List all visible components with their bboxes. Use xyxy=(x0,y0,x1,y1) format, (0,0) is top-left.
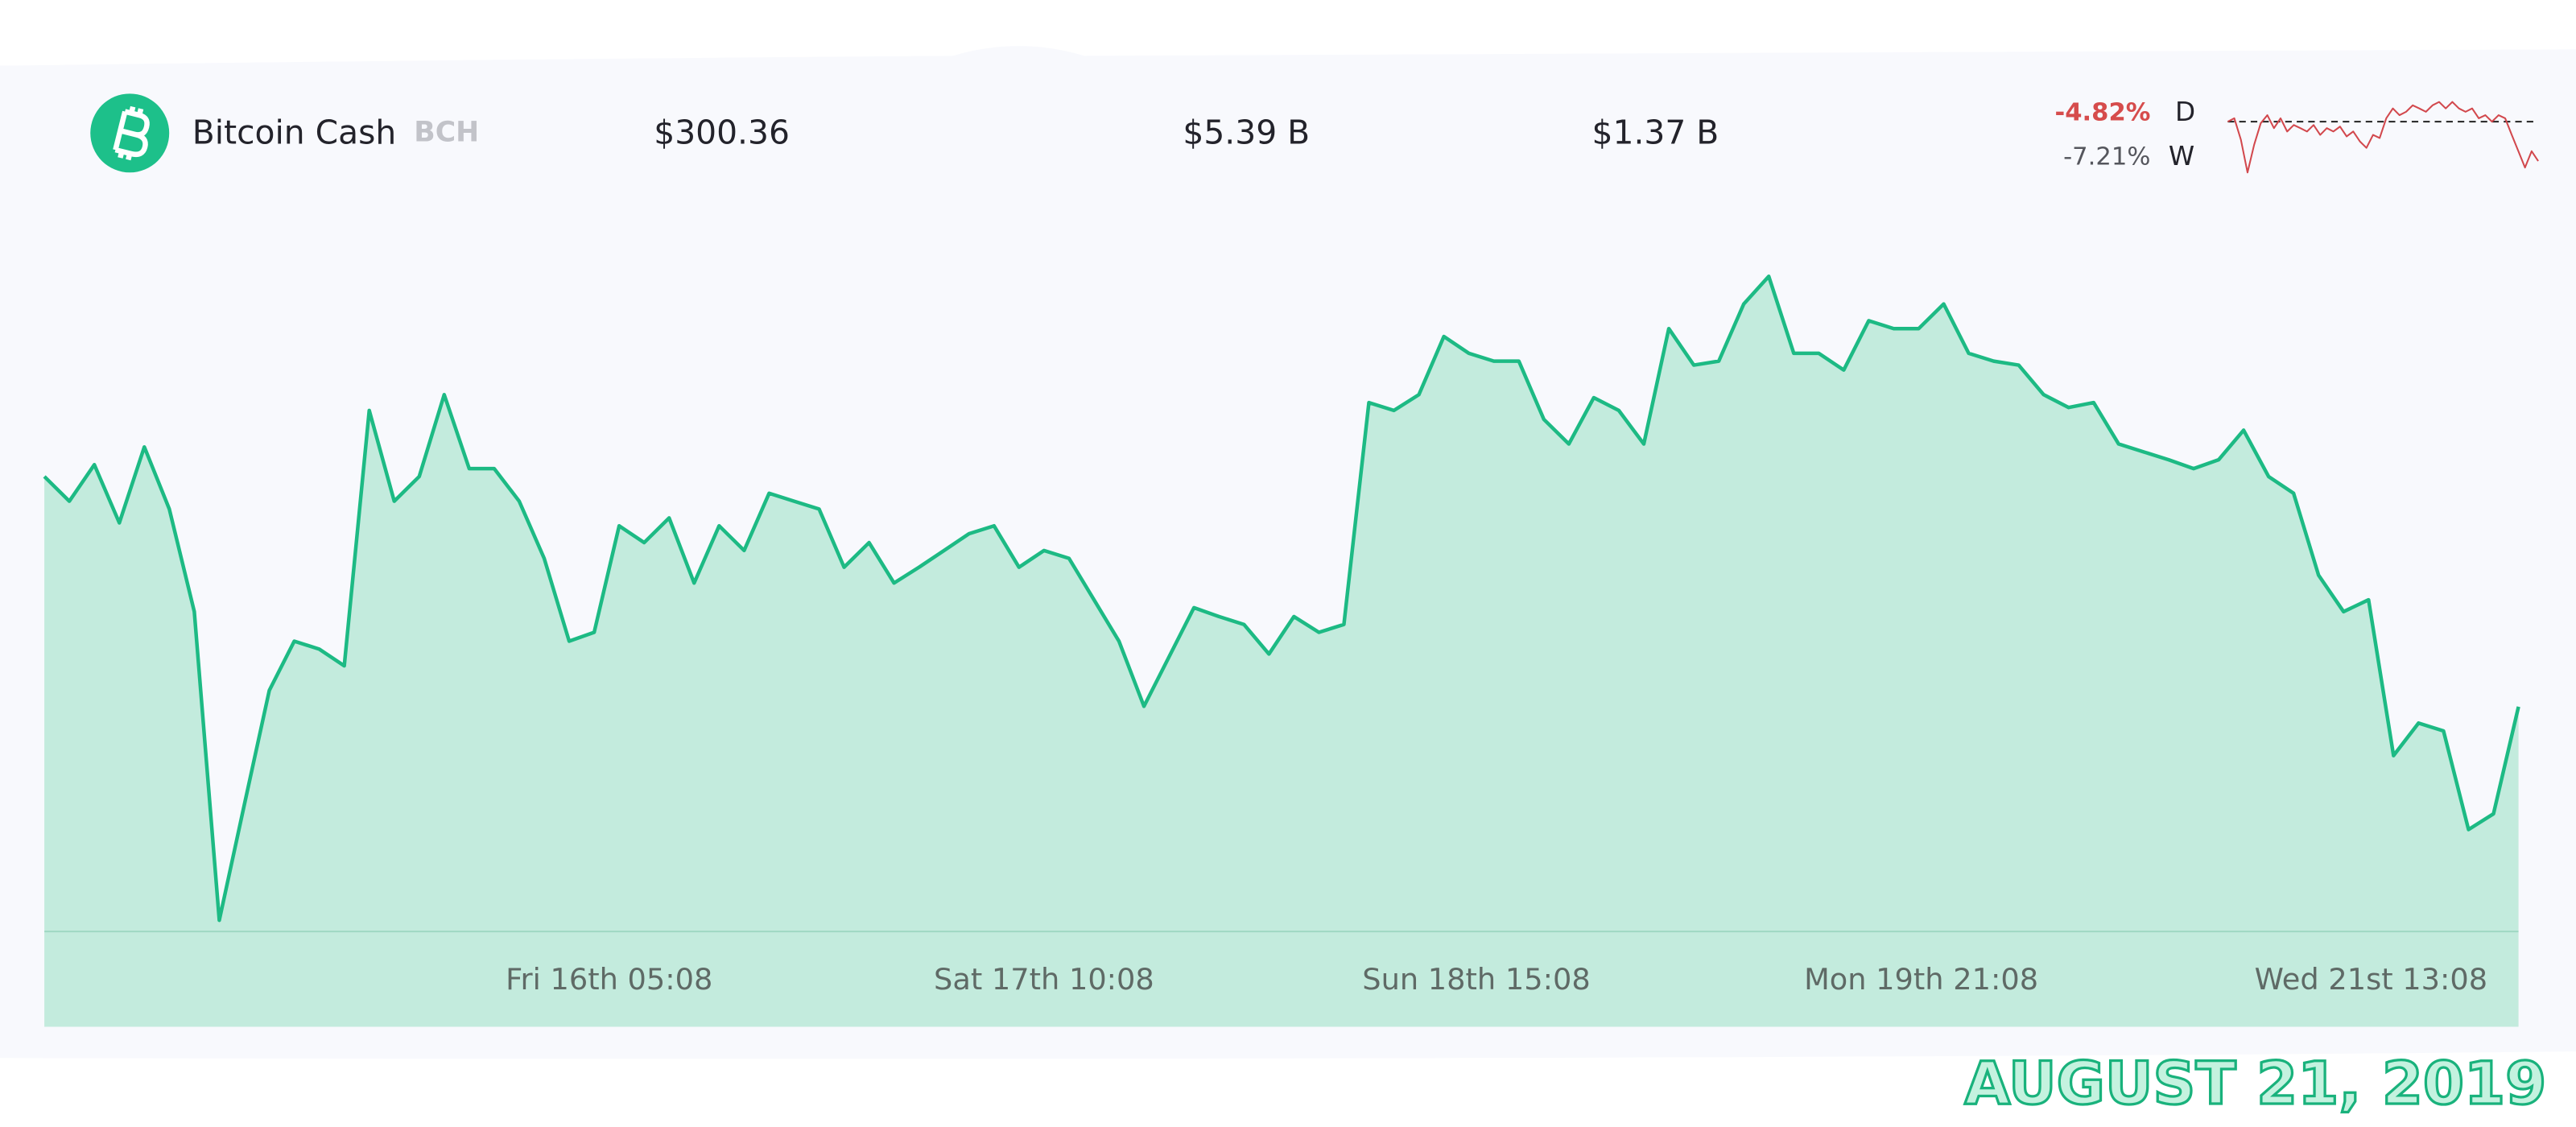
x-tick-label: Mon 19th 21:08 xyxy=(1804,962,2038,997)
price: $300.36 xyxy=(654,113,790,151)
coin-name: Bitcoin Cash xyxy=(192,113,396,151)
coin-glyph xyxy=(113,105,150,161)
charts xyxy=(43,101,2539,1027)
coin-symbol: BCH xyxy=(414,116,479,148)
price-line xyxy=(43,275,2520,923)
day-label: D xyxy=(2175,97,2195,127)
sparkline xyxy=(2227,101,2539,174)
x-tick-label: Sat 17th 10:08 xyxy=(934,962,1154,997)
x-tick-label: Fri 16th 05:08 xyxy=(506,962,712,997)
market-cap: $5.39 B xyxy=(1183,113,1310,151)
date-stamp: AUGUST 21, 2019 xyxy=(1964,1050,2546,1118)
change-week: -7.21% xyxy=(2063,142,2150,171)
x-tick-label: Sun 18th 15:08 xyxy=(1362,962,1590,997)
volume: $1.37 B xyxy=(1592,113,1719,151)
week-label: W xyxy=(2169,141,2194,171)
change-day: -4.82% xyxy=(2055,98,2151,126)
x-tick-label: Wed 21st 13:08 xyxy=(2255,962,2487,997)
area-fill xyxy=(44,276,2519,1027)
